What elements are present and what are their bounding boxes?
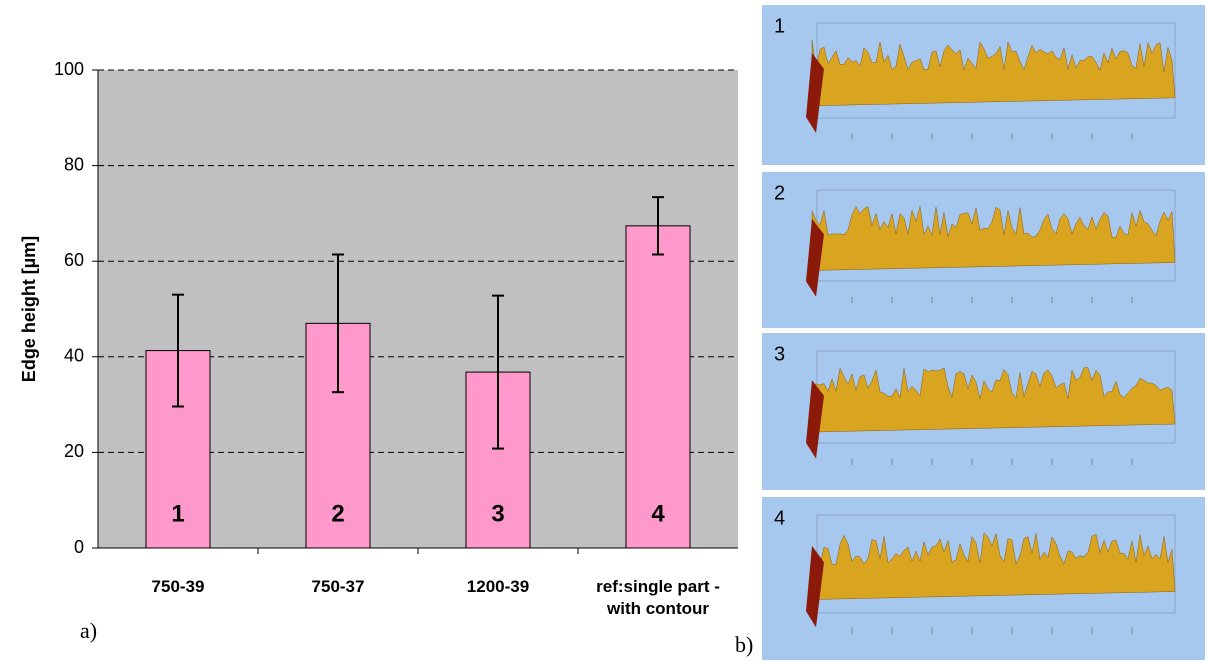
annotation: a)	[80, 618, 97, 643]
y-axis-label: Edge height [µm]	[19, 236, 39, 382]
bar-label: 4	[651, 500, 665, 527]
surface-edge	[806, 545, 824, 628]
bar-label: 1	[171, 500, 184, 527]
y-tick-label: 0	[74, 537, 84, 557]
panel-label: 3	[774, 343, 785, 365]
surface-edge	[806, 380, 824, 459]
error-bar	[172, 293, 184, 408]
y-tick-label: 100	[54, 59, 84, 79]
annotation: b)	[735, 632, 753, 657]
y-tick-label: 60	[64, 250, 84, 270]
y-tick-label: 20	[64, 441, 84, 461]
panel-label: 4	[774, 507, 785, 529]
panel-label: 2	[774, 182, 785, 204]
x-tick-label: 750-39	[151, 577, 205, 596]
error-bar	[332, 253, 344, 394]
bar-label: 3	[491, 500, 504, 527]
bar-label: 2	[331, 500, 344, 527]
surface-edge	[806, 53, 824, 133]
surface	[811, 367, 1176, 433]
error-bar	[492, 294, 504, 450]
panel-label: 1	[774, 15, 785, 37]
x-tick-label: ref:single part -with contour	[596, 577, 720, 618]
x-tick-label: 750-37	[311, 577, 365, 596]
surface	[811, 40, 1176, 107]
y-tick-label: 40	[64, 346, 84, 366]
surface-edge	[806, 218, 824, 297]
error-bar	[652, 196, 664, 256]
y-tick-label: 80	[64, 154, 84, 174]
surface	[811, 205, 1176, 271]
surface	[811, 532, 1176, 600]
bar	[625, 225, 691, 549]
x-tick-label: 1200-39	[466, 577, 530, 596]
